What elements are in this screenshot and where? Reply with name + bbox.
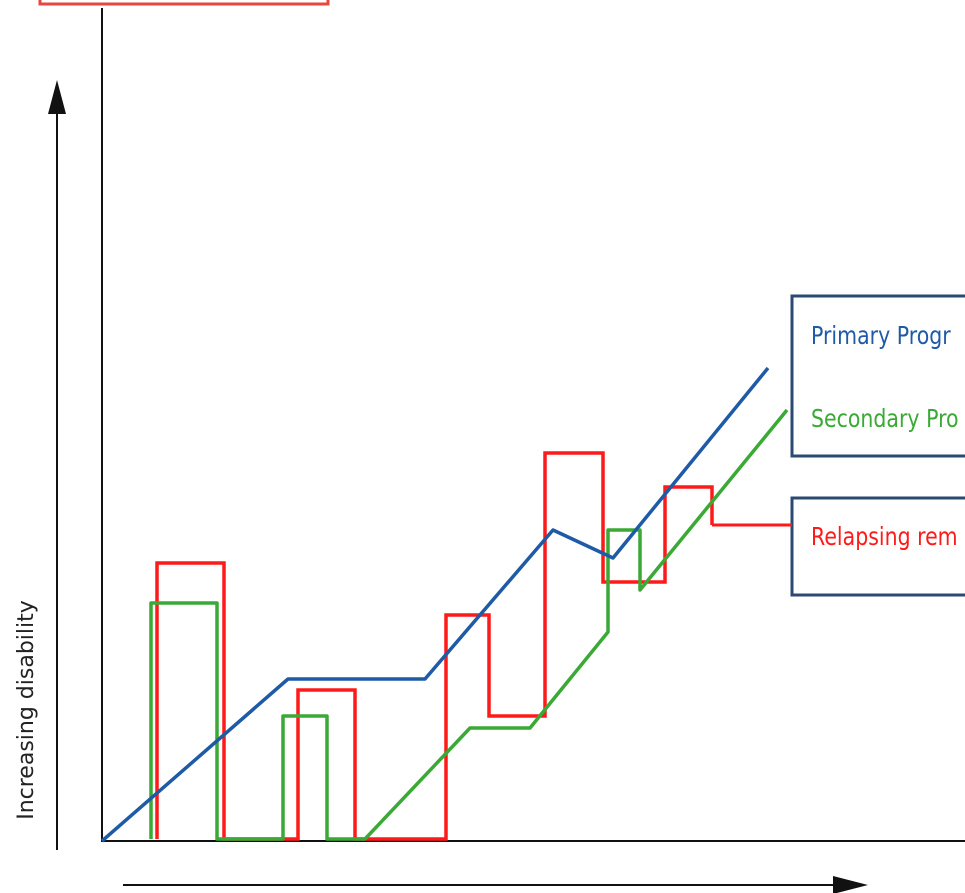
arrow-right-icon [833,876,868,893]
primary-progressive-curve [100,366,770,843]
legend-secondary-progressive: Secondary Pro [811,405,959,433]
legend-relapsing-remitting: Relapsing rem [811,523,958,551]
relapsing-remitting-curve [155,451,714,841]
top-tab-fragment [38,0,330,6]
arrow-up-icon [48,80,66,114]
legend-primary-progressive: Primary Progr [811,322,951,350]
legend-box-relapsing [790,496,965,597]
y-axis-label: Increasing disability [14,600,39,820]
secondary-progressive-curve [149,408,789,841]
legend-box-progressive [790,294,965,458]
